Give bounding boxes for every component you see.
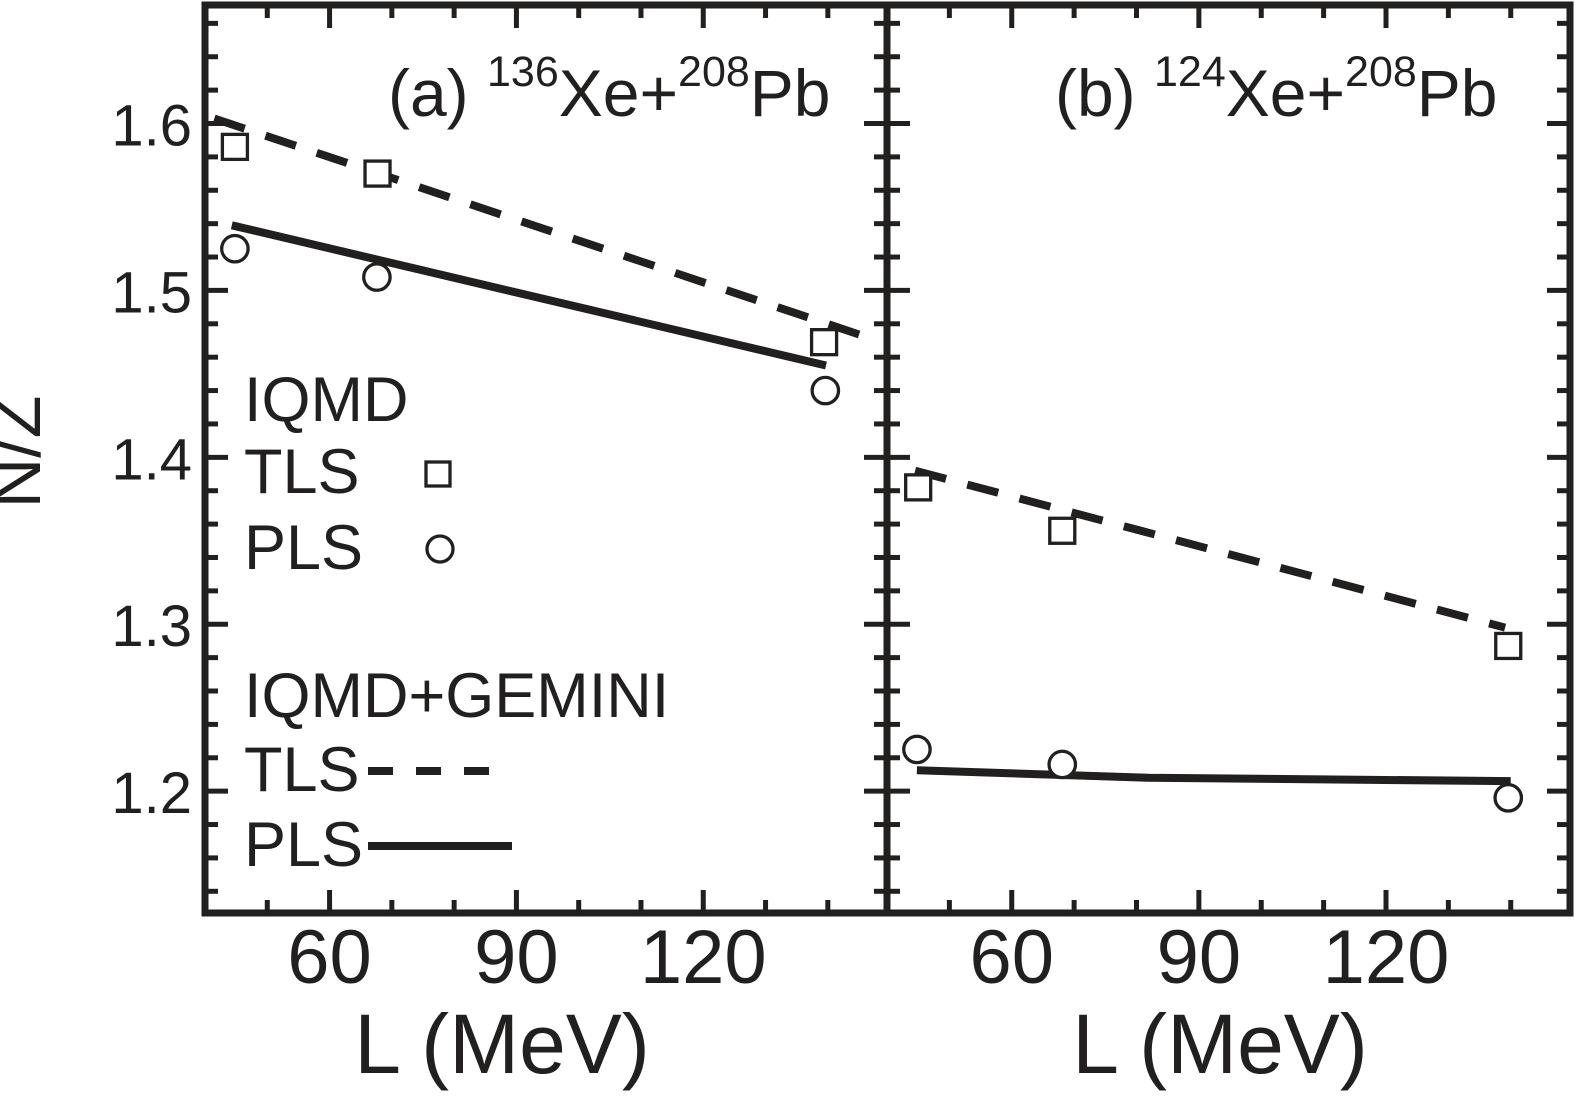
x-tick-label: 60 [969, 915, 1054, 1000]
data-point-circle [220, 233, 250, 264]
y-axis-title: N/Z [0, 396, 55, 509]
series-solid-line [916, 766, 1511, 786]
x-axis-title: L (MeV) [1072, 997, 1368, 1091]
series-solid-line [230, 221, 827, 370]
title-text: Xe+ [559, 56, 678, 130]
legend-circle-marker [425, 534, 455, 564]
legend-label: TLS [244, 735, 360, 805]
legend-heading: IQMD+GEMINI [244, 661, 669, 731]
title-superscript: 208 [1345, 48, 1417, 96]
legend-heading: IQMD [244, 365, 408, 435]
title-text: Xe+ [1226, 56, 1345, 130]
data-point-circle [902, 734, 932, 765]
title-text: (a) [388, 56, 487, 130]
data-point-square [1048, 516, 1077, 545]
panel-b-title: (b) 124Xe+208Pb [1055, 48, 1498, 130]
data-point-square [904, 473, 933, 502]
x-tick-label: 60 [287, 915, 372, 1000]
x-axis-title: L (MeV) [354, 997, 650, 1091]
data-point-square [809, 328, 839, 357]
data-point-circle [1047, 749, 1078, 780]
legend-square-marker [424, 460, 452, 488]
data-point-circle [362, 262, 392, 292]
x-tick-label: 120 [1323, 915, 1450, 1000]
series-dashed-line [914, 466, 1507, 632]
y-tick-label: 1.5 [111, 260, 192, 325]
title-text: Pb [750, 56, 831, 130]
x-tick-label: 120 [640, 915, 767, 1000]
title-text: Pb [1417, 56, 1498, 130]
title-superscript: 208 [678, 48, 750, 96]
x-tick-label: 90 [474, 915, 559, 1000]
y-tick-label: 1.4 [111, 427, 192, 492]
title-superscript: 124 [1154, 48, 1226, 96]
series-dashed-line [213, 114, 864, 340]
x-tick-label: 90 [1157, 915, 1242, 1000]
data-point-square [220, 132, 250, 162]
y-tick-label: 1.3 [111, 594, 192, 659]
data-point-circle [810, 375, 841, 406]
panel-a-title: (a) 136Xe+208Pb [388, 48, 831, 130]
data-point-square [363, 159, 392, 188]
legend-label: PLS [244, 513, 363, 583]
data-point-square [1494, 631, 1523, 661]
y-tick-label: 1.6 [111, 94, 192, 159]
title-text: (b) [1055, 56, 1154, 130]
title-superscript: 136 [487, 48, 559, 96]
data-point-circle [1493, 782, 1524, 813]
legend-label: TLS [244, 437, 360, 507]
y-tick-label: 1.2 [111, 761, 192, 826]
legend-label: PLS [244, 810, 363, 880]
